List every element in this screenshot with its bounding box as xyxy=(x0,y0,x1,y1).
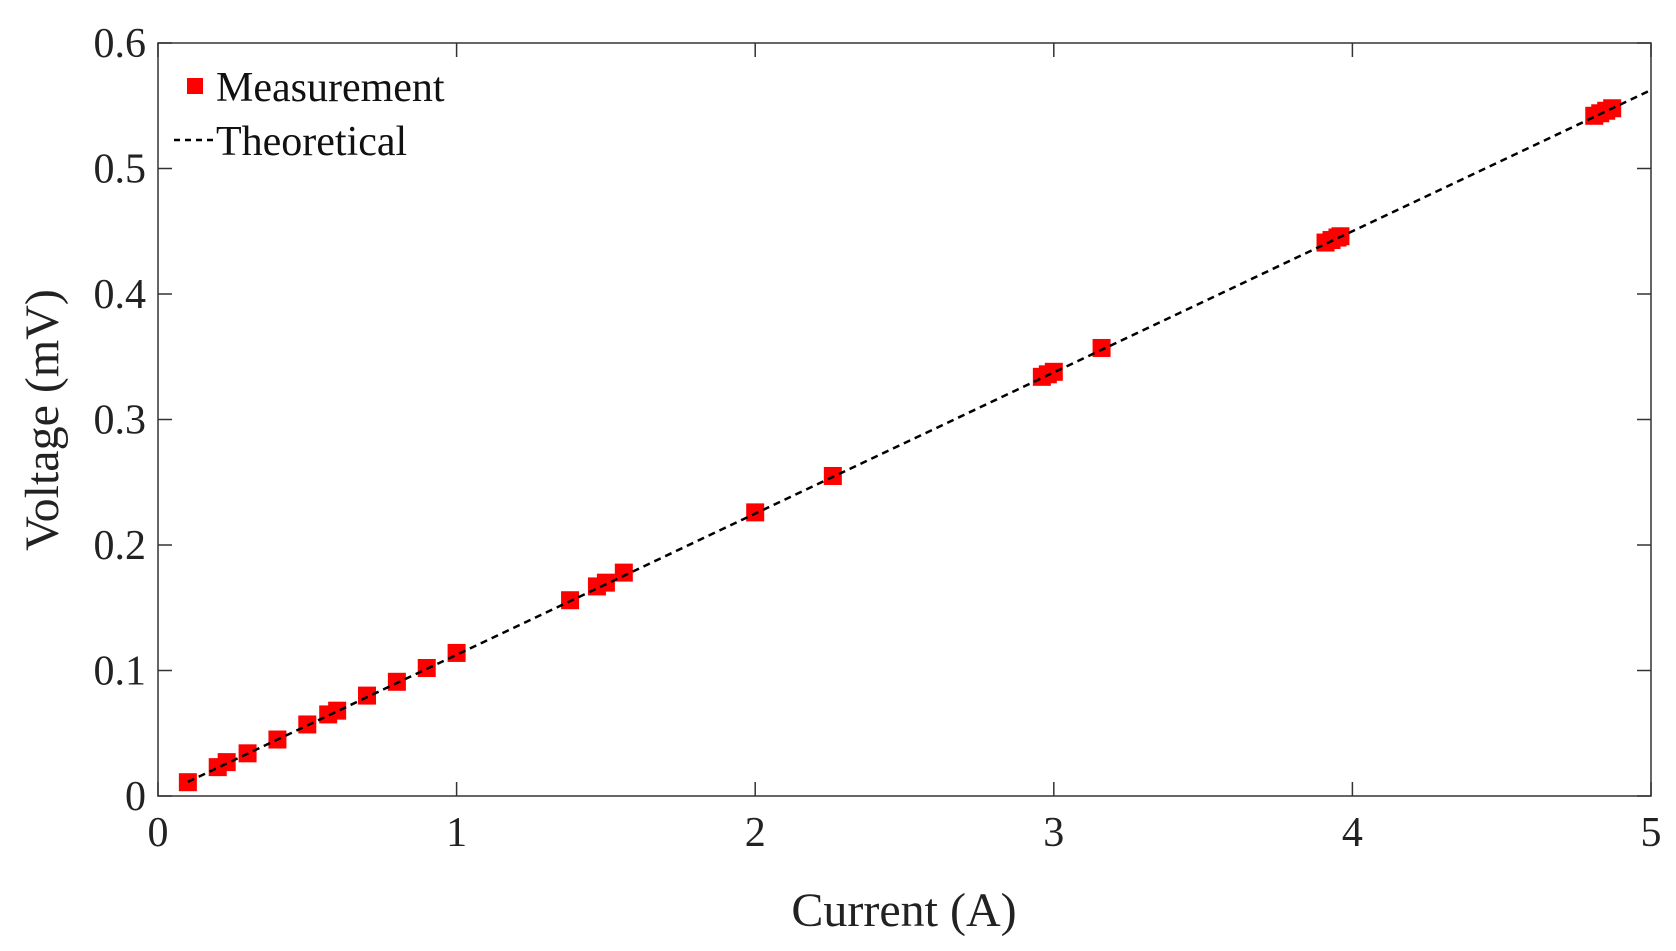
x-tick-label: 0 xyxy=(148,810,169,856)
x-tick-label: 5 xyxy=(1641,810,1662,856)
y-tick-label: 0.6 xyxy=(94,21,147,67)
measurement-point xyxy=(614,563,633,582)
theoretical-line xyxy=(187,88,1652,784)
legend-measurement-marker xyxy=(187,78,203,94)
legend: Measurement Theoretical xyxy=(174,65,445,165)
axis-ticks: 0 1 2 3 4 5 0 0.1 0.2 0.3 0.4 0.5 0.6 xyxy=(94,21,1662,856)
x-tick-label: 4 xyxy=(1342,810,1363,856)
x-tick-label: 1 xyxy=(446,810,467,856)
measurement-point xyxy=(178,773,197,792)
legend-measurement-label: Measurement xyxy=(216,65,445,111)
measurement-point xyxy=(328,701,347,720)
y-tick-label: 0 xyxy=(125,774,146,820)
x-tick-label: 2 xyxy=(745,810,766,856)
measurement-point xyxy=(1044,362,1063,381)
measurement-point xyxy=(596,573,615,592)
measurement-point xyxy=(217,753,236,772)
plot-marks xyxy=(178,88,1652,792)
y-tick-label: 0.3 xyxy=(94,398,147,444)
y-tick-label: 0.5 xyxy=(94,147,147,193)
y-tick-label: 0.1 xyxy=(94,649,147,695)
legend-theoretical-label: Theoretical xyxy=(216,119,407,165)
x-tick-label: 3 xyxy=(1043,810,1064,856)
measurement-point xyxy=(1092,338,1111,357)
y-tick-label: 0.2 xyxy=(94,523,147,569)
x-axis-label: Current (A) xyxy=(791,884,1016,937)
measurement-point xyxy=(358,686,377,705)
y-axis-label: Voltage (mV) xyxy=(16,289,69,551)
y-tick-label: 0.4 xyxy=(94,272,147,318)
